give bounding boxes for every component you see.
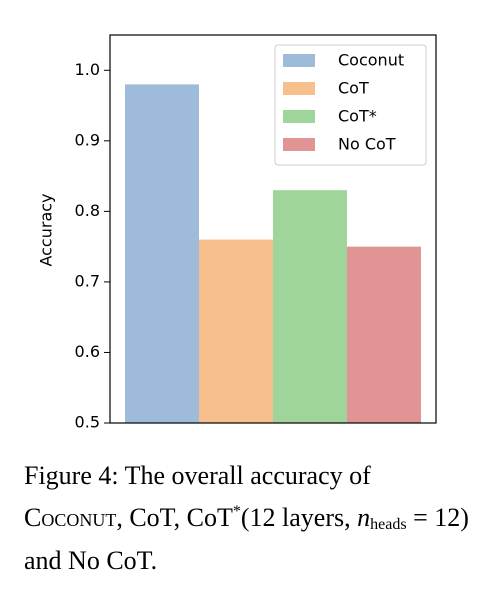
caption-text: Figure 4: — [24, 461, 119, 490]
caption-text: (12 layers, — [240, 503, 358, 532]
bar — [347, 246, 421, 423]
caption-text: Coconut — [24, 503, 117, 532]
caption-text: heads — [370, 516, 407, 533]
bar — [199, 239, 273, 423]
caption-text: The overall accuracy of — [118, 461, 371, 490]
caption-text: , CoT, CoT — [116, 503, 233, 532]
bar — [125, 84, 199, 423]
legend-label: CoT* — [338, 107, 377, 126]
caption-text: = 12) and No CoT. — [24, 503, 469, 575]
legend-swatch — [283, 110, 315, 123]
y-tick-label: 0.9 — [75, 130, 100, 149]
legend-label: Coconut — [338, 51, 404, 70]
y-axis-label: Accuracy — [37, 193, 56, 266]
legend-swatch — [283, 54, 315, 67]
chart: Accuracy 0.5 0.6 0.7 0.8 0.9 1.0 Coconut CoT CoT… — [37, 34, 437, 432]
legend-box — [274, 44, 427, 166]
caption-text: * — [232, 503, 241, 520]
legend-swatch — [283, 138, 315, 151]
caption: Figure 4: The overall accuracy of Coconu… — [24, 458, 476, 579]
axes-frame — [109, 34, 437, 424]
y-tick-label: 0.6 — [75, 342, 100, 361]
legend-swatch — [283, 82, 315, 95]
caption-text: n — [357, 503, 371, 532]
y-tick-label: 0.7 — [75, 271, 100, 290]
y-tick-label: 0.8 — [75, 201, 100, 220]
y-tick-label: 0.5 — [75, 413, 100, 432]
y-tick-label: 1.0 — [75, 60, 100, 79]
bar — [273, 190, 347, 423]
legend-label: CoT — [338, 79, 369, 98]
legend-label: No CoT — [338, 135, 396, 154]
